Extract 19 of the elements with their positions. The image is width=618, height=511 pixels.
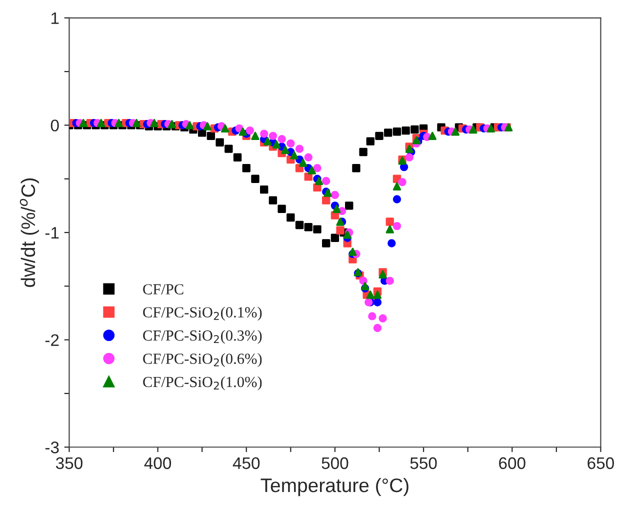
y-axis-title: dw/dt (%/$^{o}$C): [20, 178, 39, 288]
x-tick-label: 500: [322, 457, 348, 470]
x-axis-title: Temperature (°C): [260, 478, 408, 496]
x-tick-label: 350: [56, 457, 82, 470]
legend-label: CF/PC-SiO$_{2}$(0.6%): [143, 353, 262, 368]
x-tick-label: 450: [232, 457, 260, 470]
y-tick-label: 1: [51, 12, 59, 24]
y-tick-label: -1: [45, 227, 59, 239]
y-tick-label: 0: [50, 120, 59, 132]
legend-label: CF/PC-SiO$_{2}$(1.0%): [143, 376, 262, 390]
x-tick-label: 400: [144, 457, 172, 470]
legend-label: CF/PC: [143, 284, 184, 294]
x-tick-label: 600: [499, 457, 526, 470]
y-tick-label: -2: [45, 334, 59, 346]
x-tick-label: 650: [588, 457, 614, 470]
legend-label: CF/PC-SiO$_{2}$(0.1%): [143, 306, 262, 321]
y-tick-label: -3: [45, 442, 59, 454]
legend-label: CF/PC-SiO$_{2}$(0.3%): [143, 330, 262, 344]
x-tick-label: 550: [410, 457, 437, 470]
